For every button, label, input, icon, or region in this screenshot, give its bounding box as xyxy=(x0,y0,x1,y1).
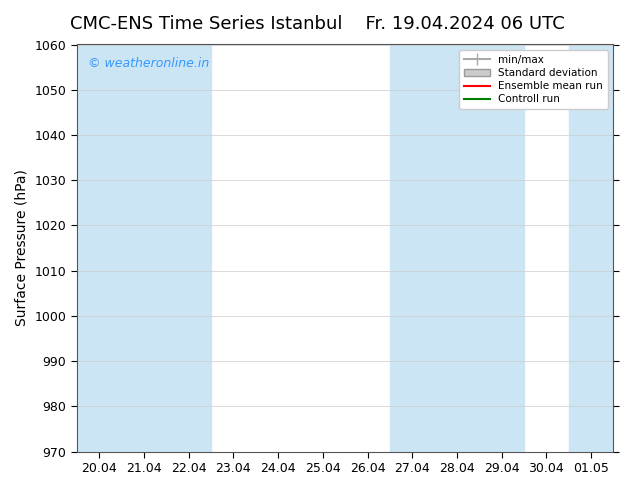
Bar xyxy=(77,45,211,452)
Legend: min/max, Standard deviation, Ensemble mean run, Controll run: min/max, Standard deviation, Ensemble me… xyxy=(458,49,608,109)
Y-axis label: Surface Pressure (hPa): Surface Pressure (hPa) xyxy=(15,170,29,326)
Bar xyxy=(569,45,614,452)
Text: CMC-ENS Time Series Istanbul    Fr. 19.04.2024 06 UTC: CMC-ENS Time Series Istanbul Fr. 19.04.2… xyxy=(70,15,564,33)
Bar xyxy=(390,45,524,452)
Text: © weatheronline.in: © weatheronline.in xyxy=(87,57,209,70)
